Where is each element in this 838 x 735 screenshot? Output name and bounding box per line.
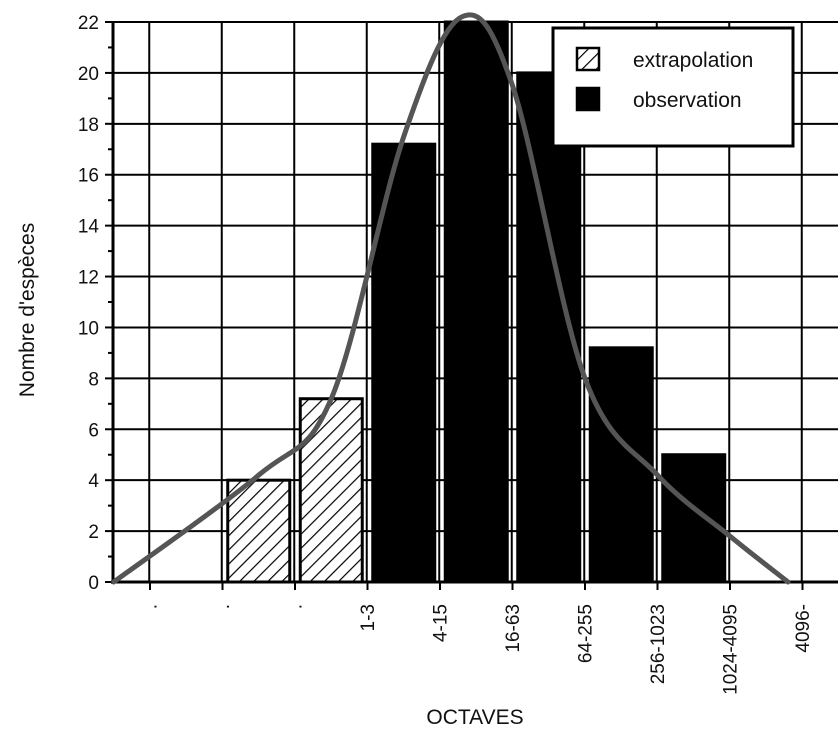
y-tick-label: 20 bbox=[78, 64, 99, 85]
y-tick-label: 2 bbox=[88, 522, 99, 543]
x-tick-label: 1024-4095 bbox=[720, 604, 741, 695]
y-tick-label: 0 bbox=[88, 573, 99, 594]
fitted-curve bbox=[111, 12, 791, 585]
y-tick-label: 4 bbox=[88, 471, 99, 492]
x-tick-label: 256-1023 bbox=[648, 604, 669, 684]
curve-line bbox=[111, 12, 791, 585]
legend-label-extrapolation: extrapolation bbox=[633, 49, 753, 72]
x-tick-label: 4-15 bbox=[430, 604, 451, 642]
x-tick-label: 4096- bbox=[793, 604, 814, 653]
bar-extrapolation bbox=[298, 397, 364, 584]
axes: 0 2 4 6 8 10 12 14 16 18 20 22... 1-3 4-15 16-63 64-255… bbox=[78, 13, 838, 695]
y-tick-label: 16 bbox=[78, 166, 99, 187]
x-tick-label: . bbox=[140, 604, 161, 609]
bar-observation bbox=[443, 20, 509, 584]
y-tick-label: 8 bbox=[88, 369, 99, 390]
legend: extrapolation observation bbox=[551, 26, 795, 148]
bar-extrapolation bbox=[226, 478, 292, 584]
x-tick-label: 16-63 bbox=[503, 604, 524, 653]
y-tick-label: 18 bbox=[78, 115, 99, 136]
y-tick-label: 14 bbox=[78, 217, 100, 238]
y-axis-title: Nombre d'espèces bbox=[16, 223, 39, 397]
x-tick-label: 64-255 bbox=[575, 604, 596, 663]
y-tick-label: 22 bbox=[78, 13, 99, 34]
x-tick-label: . bbox=[285, 604, 306, 609]
y-tick-label: 12 bbox=[78, 268, 99, 289]
y-tick-label: 10 bbox=[78, 318, 99, 339]
bar-observation bbox=[588, 346, 654, 584]
legend-swatch-extrapolation bbox=[575, 46, 601, 72]
x-tick-label: 1-3 bbox=[358, 604, 379, 631]
x-axis-title: OCTAVES bbox=[426, 706, 523, 729]
x-tick-label: . bbox=[213, 604, 234, 609]
legend-swatch-observation bbox=[575, 86, 601, 112]
y-tick-label: 6 bbox=[88, 420, 99, 441]
legend-label-observation: observation bbox=[633, 89, 742, 112]
bar-observation bbox=[661, 453, 727, 584]
